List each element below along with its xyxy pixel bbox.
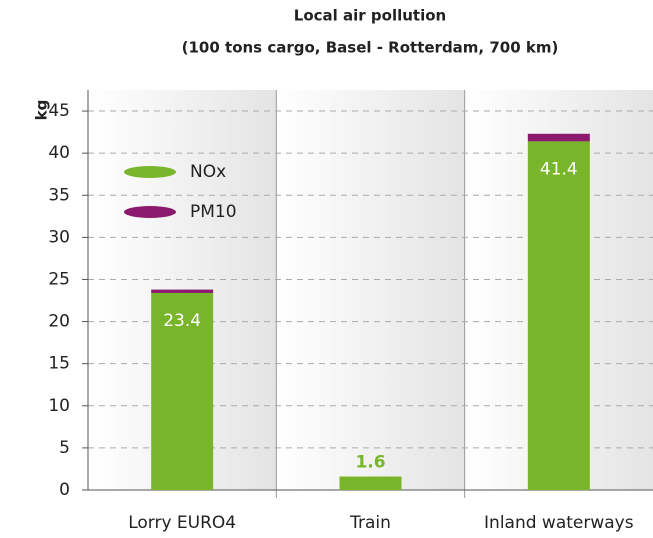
- y-tick-label: 30: [48, 227, 70, 247]
- legend-label: NOx: [190, 162, 226, 182]
- y-tick-label: 35: [48, 185, 70, 205]
- x-tick-label: Inland waterways: [484, 513, 634, 533]
- y-tick-label: 10: [48, 396, 70, 416]
- y-tick-label: 45: [48, 101, 70, 121]
- y-tick-label: 20: [48, 312, 70, 332]
- y-tick-label: 15: [48, 354, 70, 374]
- legend-swatch: [124, 166, 176, 178]
- data-label: 1.6: [355, 453, 385, 473]
- bar-segment: [339, 476, 402, 490]
- y-axis-label: kg: [33, 100, 51, 121]
- y-tick-label: 0: [59, 480, 70, 500]
- bar-segment: [527, 133, 590, 142]
- bar-segment: [527, 141, 590, 491]
- y-tick-label: 40: [48, 143, 70, 163]
- x-tick-label: Lorry EURO4: [128, 513, 236, 533]
- data-label: 41.4: [540, 159, 578, 179]
- bar-segment: [151, 292, 214, 490]
- chart-subtitle: (100 tons cargo, Basel - Rotterdam, 700 …: [182, 39, 559, 57]
- legend-label: PM10: [190, 202, 237, 222]
- y-tick-label: 25: [48, 269, 70, 289]
- chart-title: Local air pollution: [294, 7, 446, 25]
- panel-background: [276, 90, 465, 490]
- x-tick-label: Train: [349, 513, 391, 533]
- bar-segment: [151, 289, 214, 293]
- legend-swatch: [124, 206, 176, 218]
- data-label: 23.4: [163, 311, 201, 331]
- y-tick-label: 5: [59, 438, 70, 458]
